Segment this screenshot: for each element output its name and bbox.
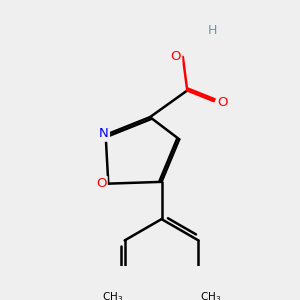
Text: O: O	[170, 50, 181, 63]
Text: CH$_3$: CH$_3$	[102, 290, 123, 300]
Text: O: O	[96, 177, 106, 190]
Text: O: O	[218, 96, 228, 110]
Text: CH$_3$: CH$_3$	[200, 290, 221, 300]
Text: H: H	[207, 24, 217, 37]
Text: N: N	[99, 128, 109, 140]
